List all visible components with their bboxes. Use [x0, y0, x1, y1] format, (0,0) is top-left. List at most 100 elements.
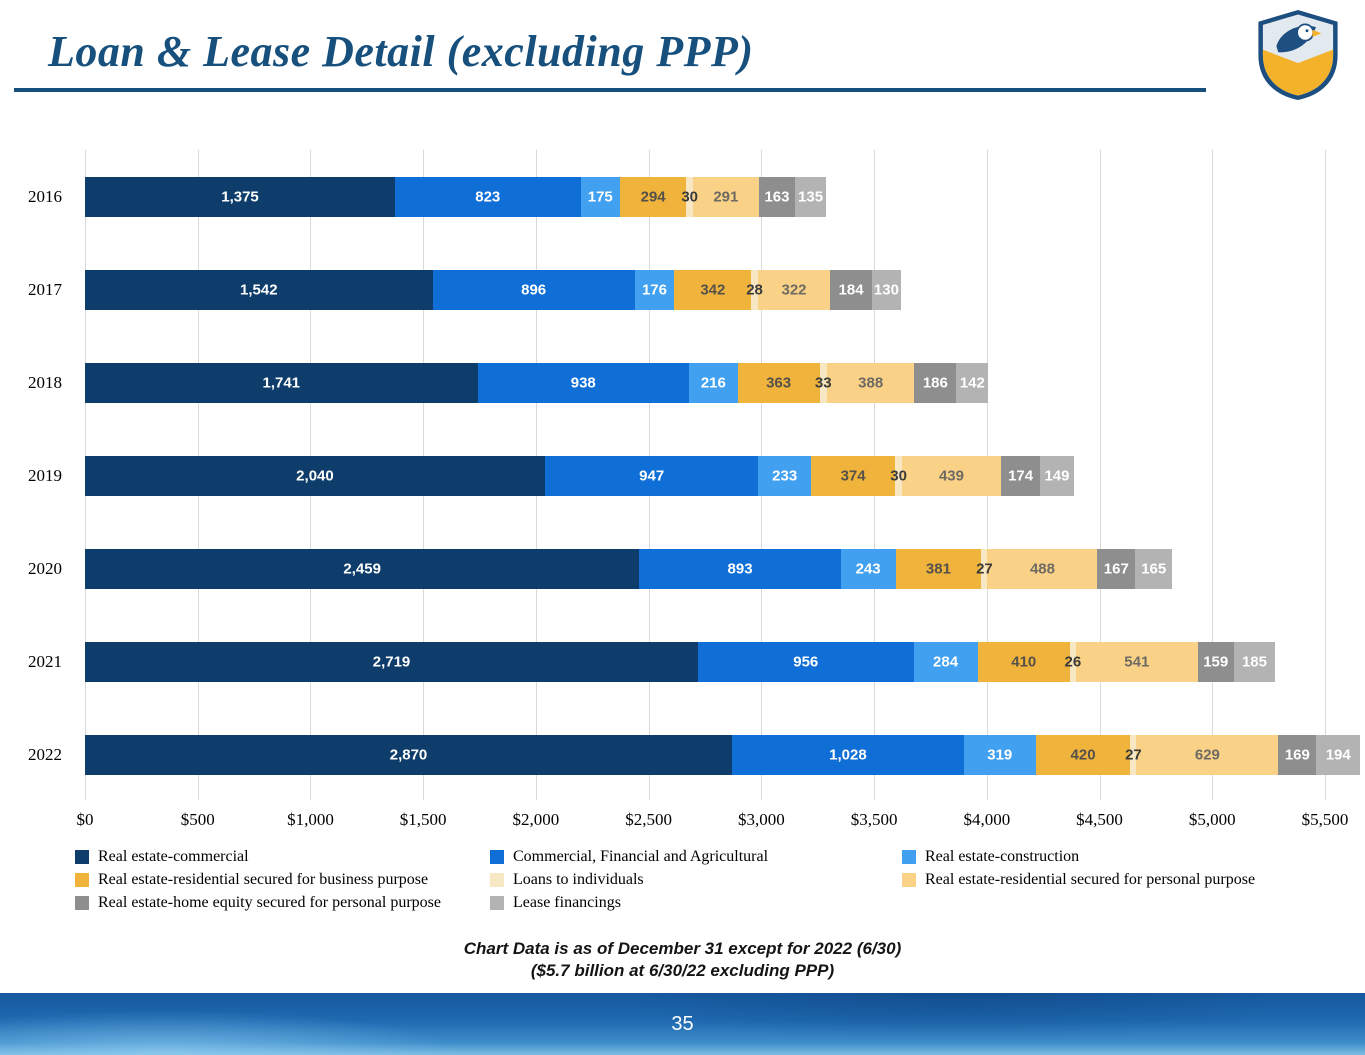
legend-swatch: [490, 873, 504, 887]
bar-segment-value: 322: [781, 281, 807, 299]
bar-segment: 130: [871, 270, 902, 310]
year-label: 2019: [28, 466, 62, 485]
bar-segment: 163: [758, 177, 796, 217]
bar-segment: 439: [902, 456, 1001, 496]
bar-segment: 243: [840, 549, 896, 589]
bar-segment: 26: [1065, 642, 1081, 682]
stacked-bar: 2,459 893 243 381 27 488 167 165: [85, 549, 1325, 589]
bar-segment: 2,040: [85, 456, 545, 496]
bar-row-2016: 2016 1,375 823 175 294 30 291 163 135: [28, 177, 1325, 217]
legend-label: Real estate-home equity secured for pers…: [98, 894, 441, 911]
bar-segment-value: 2,870: [389, 746, 428, 764]
legend-item: Real estate-residential secured for busi…: [75, 871, 490, 889]
bar-segment: 956: [698, 642, 914, 682]
bar-segment: 176: [634, 270, 675, 310]
bar-segment-value: 175: [587, 188, 613, 206]
x-axis-tick: $0: [76, 810, 94, 829]
bar-segment-value: 1,741: [262, 374, 301, 392]
bar-segment: 2,870: [85, 735, 733, 775]
bar-segment-value: 185: [1241, 653, 1267, 671]
x-axis-tick: $4,000: [963, 810, 1011, 829]
bar-segment: 27: [976, 549, 993, 589]
bar-segment-value: 938: [570, 374, 596, 392]
bar-segment: 291: [693, 177, 759, 217]
bar-segment-value: 135: [798, 188, 824, 206]
bar-row-2019: 2019 2,040 947 233 374 30 439 174 149: [28, 456, 1325, 496]
bar-segment: 322: [757, 270, 831, 310]
bar-segment-value: 896: [521, 281, 547, 299]
bar-segment-value: 342: [700, 281, 726, 299]
bar-segment-value: 363: [766, 374, 792, 392]
legend-item: Real estate-home equity secured for pers…: [75, 894, 490, 912]
bar-segment-value: 216: [700, 374, 726, 392]
x-axis-tick: $3,000: [737, 810, 785, 829]
loan-lease-chart: 2016 1,375 823 175 294 30 291 163 135 2017 1,542 89…: [28, 150, 1361, 800]
legend-swatch: [75, 896, 89, 910]
bar-segment: 938: [477, 363, 689, 403]
bar-segment-value: 2,719: [372, 653, 411, 671]
bar-segment-value: 319: [987, 746, 1013, 764]
page-number: 35: [671, 1012, 694, 1035]
bar-segment-value: 163: [764, 188, 790, 206]
legend-label: Lease financings: [513, 894, 621, 911]
bar-segment: 30: [890, 456, 907, 496]
bar-segment-value: 176: [641, 281, 667, 299]
bar-segment-value: 1,375: [221, 188, 259, 206]
year-label: 2016: [28, 187, 62, 206]
bar-segment: 33: [815, 363, 832, 403]
bar-segment-value: 149: [1044, 467, 1070, 485]
stacked-bar: 1,741 938 216 363 33 388 186 142: [85, 363, 1325, 403]
legend-swatch: [490, 896, 504, 910]
bar-segment-value: 243: [855, 560, 881, 578]
legend-swatch: [75, 873, 89, 887]
bar-segment: 27: [1125, 735, 1142, 775]
bar-row-2018: 2018 1,741 938 216 363 33 388 186 142: [28, 363, 1325, 403]
bar-segment-value: 184: [838, 281, 864, 299]
bar-segment: 342: [674, 270, 752, 310]
bar-segment-value: 186: [922, 374, 948, 392]
legend: Real estate-commercial Commercial, Financ…: [75, 848, 1255, 912]
bar-segment-value: 167: [1103, 560, 1129, 578]
bar-segment-value: 823: [475, 188, 501, 206]
eagle-eye: [1305, 29, 1309, 33]
bar-segment-value: 33: [814, 374, 832, 392]
bar-segment: 947: [544, 456, 759, 496]
bar-segment: 823: [395, 177, 581, 217]
x-axis-tick: $500: [180, 810, 215, 829]
year-label: 2020: [28, 559, 62, 578]
bar-segment-value: 159: [1203, 653, 1229, 671]
x-axis-tick: $1,000: [287, 810, 334, 829]
x-axis-tick: $2,500: [625, 810, 672, 829]
bar-segment: 541: [1075, 642, 1198, 682]
bar-segment-value: 2,040: [296, 467, 334, 485]
bar-segment: 1,741: [85, 363, 478, 403]
bar-segment: 165: [1135, 549, 1173, 589]
bar-segment: 149: [1040, 456, 1074, 496]
stacked-bar: 2,040 947 233 374 30 439 174 149: [85, 456, 1325, 496]
bar-segment: 420: [1035, 735, 1131, 775]
bar-segment: 629: [1136, 735, 1279, 775]
bar-segment: 1,375: [85, 177, 395, 217]
legend-label: Real estate-residential secured for pers…: [925, 871, 1256, 888]
x-axis-tick: $4,500: [1076, 810, 1123, 829]
bar-segment: 1,028: [732, 735, 964, 775]
footnote-line-1: Chart Data is as of December 31 except f…: [463, 939, 902, 958]
legend-item: Real estate-commercial: [75, 848, 490, 866]
bar-segment-value: 947: [639, 467, 665, 485]
legend-swatch: [490, 850, 504, 864]
legend-label: Real estate-commercial: [98, 848, 249, 865]
title-underline: [14, 88, 1206, 92]
stacked-bar: 2,719 956 284 410 26 541 159 185: [85, 642, 1325, 682]
legend-label: Loans to individuals: [513, 871, 644, 888]
bar-segment-value: 28: [746, 281, 763, 299]
legend-label: Real estate-residential secured for busi…: [98, 871, 429, 888]
x-axis-tick: $5,000: [1188, 810, 1236, 829]
x-axis: $0 $500 $1,000 $1,500 $2,000 $2,500 $3,000 $3,5…: [77, 810, 1349, 834]
bar-segment: 216: [688, 363, 738, 403]
bar-segment: 381: [895, 549, 982, 589]
gridline: [1212, 150, 1214, 800]
year-label: 2017: [28, 280, 62, 299]
bar-segment: 135: [795, 177, 826, 217]
bar-segment: 294: [620, 177, 687, 217]
bar-segment: 2,719: [85, 642, 698, 682]
